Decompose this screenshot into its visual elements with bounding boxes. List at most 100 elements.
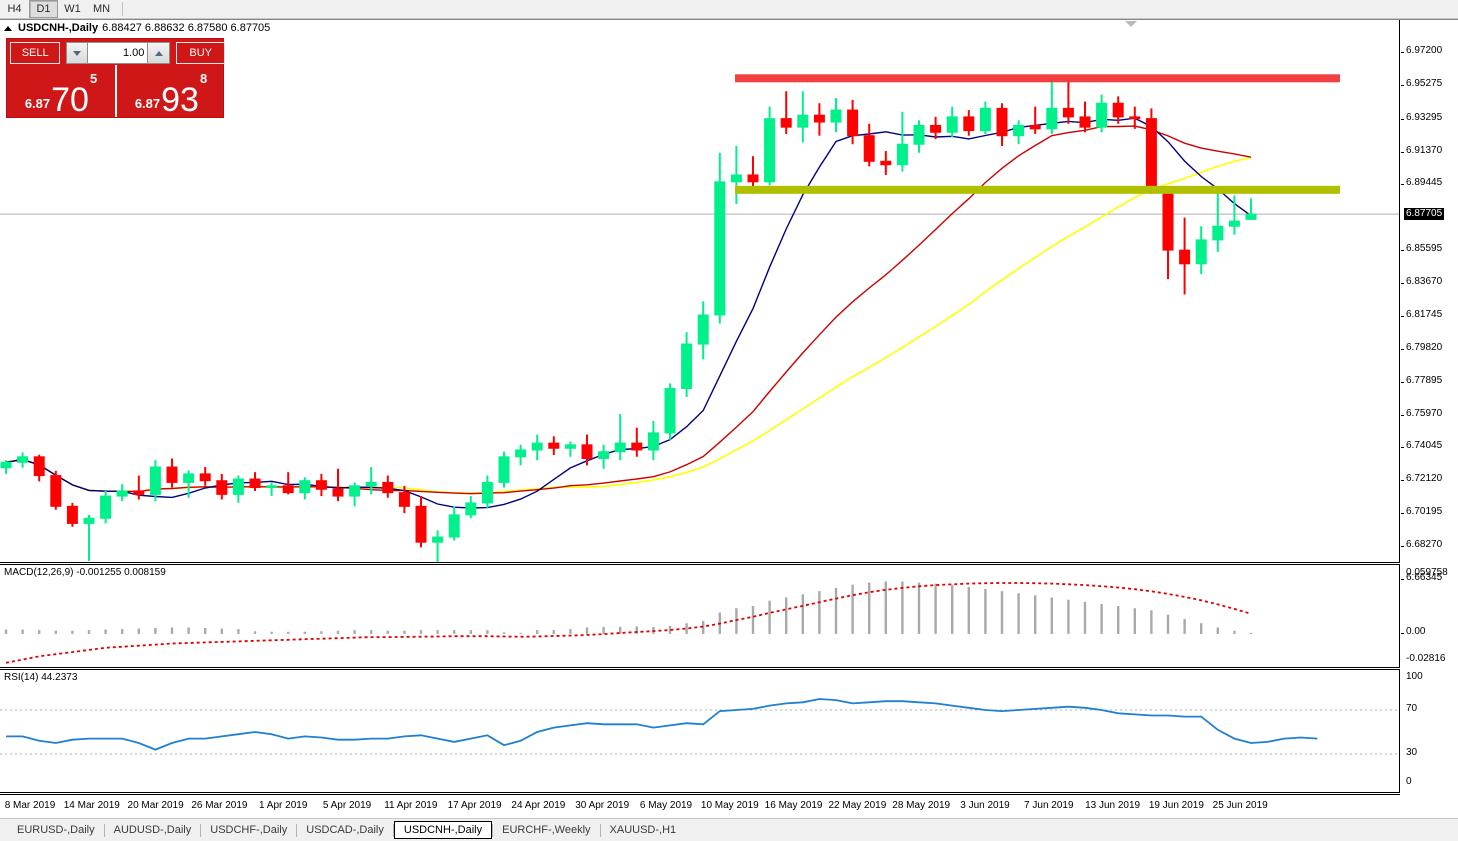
price-tick (1401, 84, 1404, 86)
rsi-label: RSI(14) 44.2373 (4, 672, 78, 683)
date-tick-label: 3 Jun 2019 (960, 800, 1010, 811)
price-tick (1401, 381, 1404, 383)
chart-ohlc-values: 6.88427 6.88632 6.87580 6.87705 (102, 22, 271, 34)
date-axis-border (0, 794, 1400, 795)
date-tick-label: 7 Jun 2019 (1024, 800, 1074, 811)
price-tick-label: 6.74045 (1406, 440, 1443, 452)
chart-window[interactable]: USDCNH-,Daily 6.88427 6.88632 6.87580 6.… (0, 19, 1458, 818)
timeframe-button-mn[interactable]: MN (92, 3, 111, 15)
chart-symbol-label: USDCNH-,Daily (18, 22, 99, 34)
price-tick (1401, 283, 1404, 285)
current-price-label: 6.87705 (1404, 208, 1445, 221)
date-tick-label: 30 Apr 2019 (575, 800, 630, 811)
date-tick-label: 28 May 2019 (892, 800, 951, 811)
date-tick-label: 16 May 2019 (764, 800, 823, 811)
macd-scale: 0.059758 0.00 -0.02816 (1401, 564, 1458, 668)
bid-price-big: 70 (51, 81, 89, 119)
date-tick-label: 22 May 2019 (828, 800, 887, 811)
date-tick-label: 13 Jun 2019 (1085, 800, 1141, 811)
candlestick-plot (0, 74, 1399, 562)
date-tick-label: 5 Apr 2019 (322, 800, 372, 811)
date-tick-label: 6 May 2019 (639, 800, 693, 811)
price-tick-label: 6.97200 (1406, 45, 1443, 56)
macd-zero-tick (1401, 632, 1404, 634)
macd-tick-label: 0.059758 (1406, 567, 1448, 578)
timeframe-button-w1[interactable]: W1 (64, 3, 81, 15)
volume-increment-button[interactable] (148, 42, 171, 64)
date-tick-label: 25 Jun 2019 (1212, 800, 1268, 811)
chart-tab-audusd-daily[interactable]: AUDUSD-,Daily (113, 824, 192, 836)
macd-indicator-pane[interactable]: MACD(12,26,9) -0.001255 0.008159 (0, 564, 1400, 668)
price-tick (1401, 513, 1404, 515)
price-tick-label: 6.75970 (1406, 407, 1443, 419)
triangle-down-icon (73, 50, 82, 56)
price-tick-label: 6.68270 (1406, 539, 1443, 551)
date-tick-label: 10 May 2019 (700, 800, 759, 811)
price-tick-label: 6.79820 (1406, 341, 1443, 353)
price-tick-label: 6.81745 (1406, 308, 1443, 320)
sell-button[interactable]: SELL (10, 42, 61, 64)
bid-price-fraction: 5 (89, 71, 98, 86)
price-tick (1401, 184, 1404, 186)
chart-tab-eurchf-weekly[interactable]: EURCHF-,Weekly (502, 824, 591, 836)
bid-price-quote[interactable]: 6.87 70 5 (7, 65, 115, 117)
chart-tab-usdchf-daily[interactable]: USDCHF-,Daily (210, 824, 288, 836)
ask-price-big: 93 (161, 81, 199, 119)
one-click-trading-panel[interactable]: SELL 1.00 BUY 6.87 70 5 6.87 93 8 (6, 38, 225, 118)
tab-divider (392, 823, 394, 837)
price-chart-pane[interactable] (0, 20, 1400, 563)
date-axis[interactable]: 8 Mar 2019 14 Mar 2019 20 Mar 2019 26 Mar 2… (0, 794, 1458, 818)
bid-price-prefix: 6.87 (24, 96, 51, 111)
macd-tick-label: 0.00 (1406, 625, 1426, 637)
chart-scroll-marker-icon[interactable] (1125, 21, 1137, 27)
price-tick (1401, 118, 1404, 120)
tab-divider (296, 823, 298, 837)
rsi-tick-label: 70 (1406, 703, 1418, 714)
price-tick-label: 6.95275 (1406, 77, 1443, 89)
price-tick-label: 6.85595 (1406, 243, 1443, 255)
rsi-tick-label: 100 (1406, 671, 1423, 682)
ask-price-quote[interactable]: 6.87 93 8 (115, 65, 225, 117)
triangle-up-icon[interactable] (4, 25, 12, 31)
price-tick (1401, 546, 1404, 548)
price-tick-label: 6.93295 (1406, 111, 1443, 123)
price-tick (1401, 250, 1404, 252)
price-tick-label: 6.83670 (1406, 276, 1443, 288)
price-tick (1401, 579, 1404, 580)
date-tick-label: 1 Apr 2019 (259, 800, 308, 811)
chart-tab-usdcnh-daily[interactable]: USDCNH-,Daily (393, 821, 493, 839)
price-tick-label: 6.91370 (1406, 144, 1443, 156)
rsi-scale: 100 70 30 0 (1401, 669, 1458, 793)
chart-header: USDCNH-,Daily 6.88427 6.88632 6.87580 6.… (4, 22, 270, 34)
date-tick-label: 20 Mar 2019 (127, 800, 184, 811)
macd-tick-label: -0.02816 (1406, 653, 1446, 664)
rsi-tick-label: 30 (1406, 747, 1418, 758)
price-tick (1401, 447, 1404, 449)
volume-stepper[interactable]: 1.00 (66, 42, 171, 64)
buy-button[interactable]: BUY (176, 42, 225, 64)
rsi-plot (0, 698, 1399, 755)
rsi-indicator-pane[interactable]: RSI(14) 44.2373 (0, 669, 1400, 793)
price-tick-label: 6.89445 (1406, 177, 1443, 189)
volume-input[interactable]: 1.00 (88, 42, 149, 64)
chart-tab-xauusd-h1[interactable]: XAUUSD-,H1 (609, 824, 677, 836)
chart-tab-bar: EURUSD-,Daily AUDUSD-,Daily USDCHF-,Daily U… (0, 818, 1458, 841)
timeframe-button-h4[interactable]: H4 (7, 3, 22, 15)
date-tick-label: 26 Mar 2019 (191, 800, 248, 811)
tab-divider (103, 823, 105, 837)
timeframe-button-d1[interactable]: D1 (29, 0, 58, 18)
price-scale[interactable]: 6.97200 6.95275 6.93295 6.91370 6.89445 6.877… (1401, 20, 1458, 583)
triangle-up-icon (154, 50, 163, 56)
date-tick-label: 11 Apr 2019 (384, 800, 438, 811)
price-tick (1401, 151, 1404, 153)
volume-decrement-button[interactable] (66, 42, 89, 64)
price-tick (1401, 52, 1404, 53)
chart-tab-eurusd-daily[interactable]: EURUSD-,Daily (17, 824, 95, 836)
chart-tab-usdcad-daily[interactable]: USDCAD-,Daily (306, 824, 384, 836)
ask-price-prefix: 6.87 (134, 96, 161, 111)
toolbar-divider (122, 2, 123, 16)
tab-divider (200, 823, 202, 837)
tab-divider (599, 823, 601, 837)
ask-price-fraction: 8 (199, 71, 208, 86)
price-tick (1401, 480, 1404, 482)
